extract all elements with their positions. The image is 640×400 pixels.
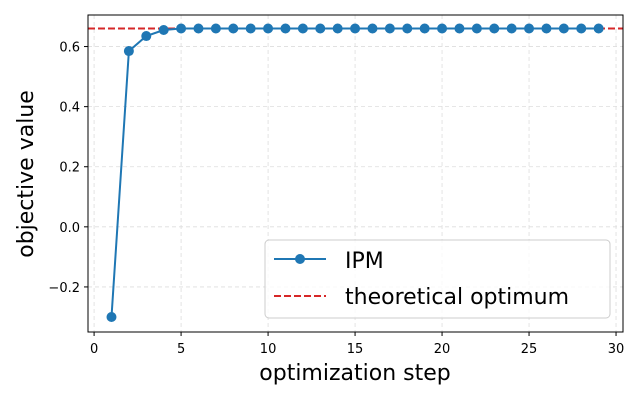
- ipm-data-point: [263, 23, 274, 34]
- ipm-data-point: [123, 46, 134, 57]
- ipm-data-point: [106, 311, 117, 322]
- ipm-data-point: [297, 23, 308, 34]
- x-tick-label: 0: [90, 342, 98, 357]
- ipm-data-point: [228, 23, 239, 34]
- y-tick-label: 0.0: [59, 221, 80, 236]
- x-tick-label: 10: [260, 342, 277, 357]
- y-axis-ticks: −0.2 0.0 0.2 0.4 0.6: [48, 41, 88, 296]
- x-tick-label: 20: [434, 342, 451, 357]
- ipm-data-point: [558, 23, 569, 34]
- ipm-data-point: [350, 23, 361, 34]
- x-tick-label: 5: [177, 342, 185, 357]
- ipm-data-point: [402, 23, 413, 34]
- ipm-data-point: [541, 23, 552, 34]
- legend-box: [264, 239, 611, 319]
- ipm-data-point: [454, 23, 465, 34]
- y-tick-label: −0.2: [48, 281, 80, 296]
- ipm-data-point: [176, 23, 187, 34]
- ipm-data-point: [489, 23, 500, 34]
- x-tick-label: 25: [521, 342, 538, 357]
- ipm-data-point: [193, 23, 204, 34]
- legend-ipm-label: IPM: [345, 249, 384, 274]
- x-axis-label: optimization step: [259, 361, 450, 386]
- ipm-series: [106, 23, 604, 322]
- x-tick-label: 30: [608, 342, 625, 357]
- ipm-data-point: [141, 31, 152, 42]
- ipm-data-point: [593, 23, 604, 34]
- y-tick-label: 0.2: [59, 161, 80, 176]
- ipm-data-point: [524, 23, 535, 34]
- y-tick-label: 0.4: [59, 101, 80, 116]
- ipm-data-point: [419, 23, 430, 34]
- x-tick-label: 15: [347, 342, 364, 357]
- ipm-data-point: [576, 23, 587, 34]
- ipm-data-point: [245, 23, 256, 34]
- ipm-data-point: [280, 23, 291, 34]
- y-tick-label: 0.6: [59, 41, 80, 56]
- ipm-data-point: [210, 23, 221, 34]
- ipm-data-point: [315, 23, 326, 34]
- ipm-data-point: [471, 23, 482, 34]
- ipm-data-point: [158, 25, 169, 36]
- x-axis-ticks: 0 5 10 15 20 25 30: [90, 332, 624, 357]
- ipm-data-point: [437, 23, 448, 34]
- legend-optimum-label: theoretical optimum: [345, 285, 569, 310]
- ipm-data-point: [384, 23, 395, 34]
- ipm-data-point: [332, 23, 343, 34]
- legend-ipm-marker-icon: [295, 254, 305, 264]
- ipm-data-point: [367, 23, 378, 34]
- legend: IPM theoretical optimum: [264, 239, 611, 319]
- y-axis-label: objective value: [14, 90, 39, 258]
- ipm-data-point: [506, 23, 517, 34]
